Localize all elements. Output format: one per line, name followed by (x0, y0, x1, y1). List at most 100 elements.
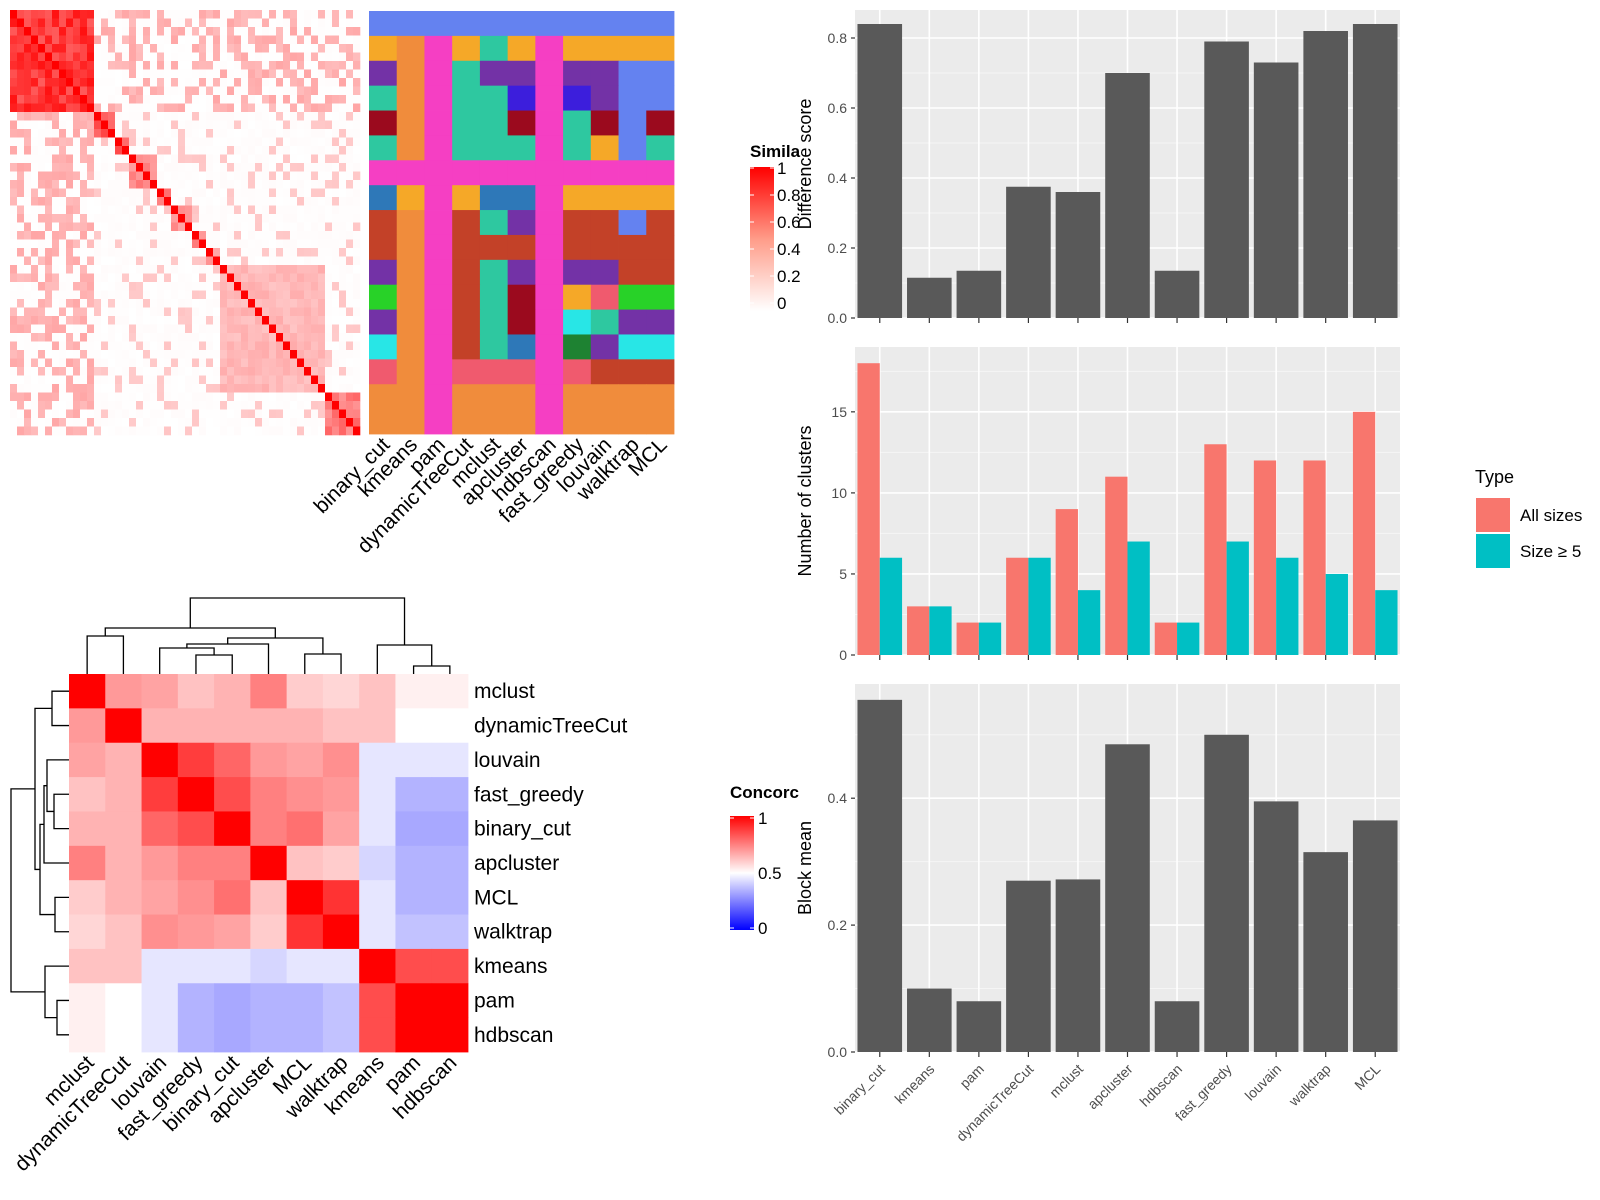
similarity-cell (269, 282, 277, 291)
similarity-cell (290, 154, 298, 164)
similarity-cell (248, 205, 256, 215)
similarity-cell (290, 18, 298, 28)
similarity-cell (220, 35, 228, 45)
similarity-cell (283, 409, 291, 419)
similarity-cell (17, 409, 25, 419)
similarity-cell (185, 290, 193, 300)
similarity-cell (241, 290, 249, 300)
similarity-cell (157, 290, 165, 300)
similarity-cell (52, 384, 60, 393)
similarity-cell (101, 290, 109, 300)
similarity-cell (136, 10, 144, 19)
similarity-cell (304, 27, 312, 36)
similarity-cell (24, 307, 32, 317)
similarity-cell (45, 418, 53, 427)
similarity-cell (10, 180, 18, 189)
similarity-cell (220, 392, 228, 402)
similarity-cell (234, 256, 242, 266)
similarity-cell (157, 256, 165, 266)
similarity-cell (262, 44, 270, 53)
similarity-cell (297, 163, 305, 172)
dendrogram-link (51, 690, 69, 727)
similarity-cell (192, 44, 200, 53)
similarity-cell (52, 44, 60, 53)
similarity-cell (206, 324, 214, 334)
similarity-cell (283, 35, 291, 45)
similarity-cell (136, 222, 144, 232)
membership-cell (618, 60, 647, 87)
similarity-cell (87, 171, 95, 181)
similarity-cell (353, 392, 361, 402)
dendrogram-link (43, 785, 69, 864)
similarity-cell (234, 265, 242, 274)
similarity-cell (108, 282, 116, 291)
similarity-cell (122, 282, 130, 291)
concordance-cell (286, 880, 324, 915)
dendrogram-link (53, 793, 69, 830)
similarity-cell (164, 27, 172, 36)
similarity-cell (227, 401, 235, 410)
concordance-cell (141, 845, 179, 881)
similarity-cell (136, 78, 144, 87)
similarity-cell (108, 120, 116, 130)
similarity-cell (108, 316, 116, 325)
similarity-cell (332, 78, 340, 87)
similarity-cell (248, 197, 256, 206)
similarity-cell (234, 367, 242, 376)
similarity-cell (73, 299, 81, 308)
similarity-cell (290, 137, 298, 147)
similarity-cell (157, 384, 165, 393)
similarity-cell (185, 61, 193, 70)
similarity-cell (185, 341, 193, 351)
similarity-cell (353, 299, 361, 308)
similarity-cell (66, 61, 74, 70)
similarity-cell (101, 256, 109, 266)
similarity-cell (143, 214, 151, 223)
similarity-cell (290, 341, 298, 351)
similarity-cell (353, 324, 361, 334)
similarity-cell (157, 10, 165, 19)
similarity-cell (164, 35, 172, 45)
similarity-cell (199, 307, 207, 317)
similarity-cell (143, 44, 151, 53)
similarity-cell (73, 137, 81, 147)
similarity-cell (262, 367, 270, 376)
similarity-cell (185, 299, 193, 308)
similarity-cell (150, 27, 158, 36)
similarity-cell (269, 273, 277, 283)
similarity-cell (262, 350, 270, 359)
similarity-cell (311, 35, 319, 45)
similarity-cell (227, 350, 235, 359)
similarity-cell (115, 324, 123, 334)
similarity-cell (143, 409, 151, 419)
similarity-cell (129, 239, 137, 249)
similarity-cell (353, 197, 361, 206)
similarity-cell (311, 265, 319, 274)
similarity-cell (38, 154, 46, 164)
similarity-cell (101, 324, 109, 334)
similarity-cell (31, 248, 39, 257)
similarity-cell (10, 95, 18, 104)
similarity-cell (171, 35, 179, 45)
similarity-cell (227, 341, 235, 351)
membership-cell (535, 185, 564, 211)
similarity-cell (178, 426, 186, 436)
similarity-cell (87, 239, 95, 249)
similarity-cell (66, 384, 74, 393)
similarity-cell (297, 188, 305, 198)
similarity-cell (143, 375, 151, 385)
concordance-cell (214, 948, 251, 984)
bar (1204, 734, 1249, 1052)
similarity-cell (241, 350, 249, 359)
similarity-cell (192, 222, 200, 232)
similarity-cell (276, 333, 284, 342)
similarity-cell (234, 401, 242, 410)
similarity-cell (311, 163, 319, 172)
similarity-cell (73, 273, 81, 283)
similarity-cell (108, 426, 116, 436)
similarity-cell (304, 248, 312, 257)
similarity-cell (94, 35, 102, 45)
similarity-cell (52, 69, 60, 79)
similarity-cell (346, 163, 354, 172)
similarity-cell (255, 137, 263, 147)
